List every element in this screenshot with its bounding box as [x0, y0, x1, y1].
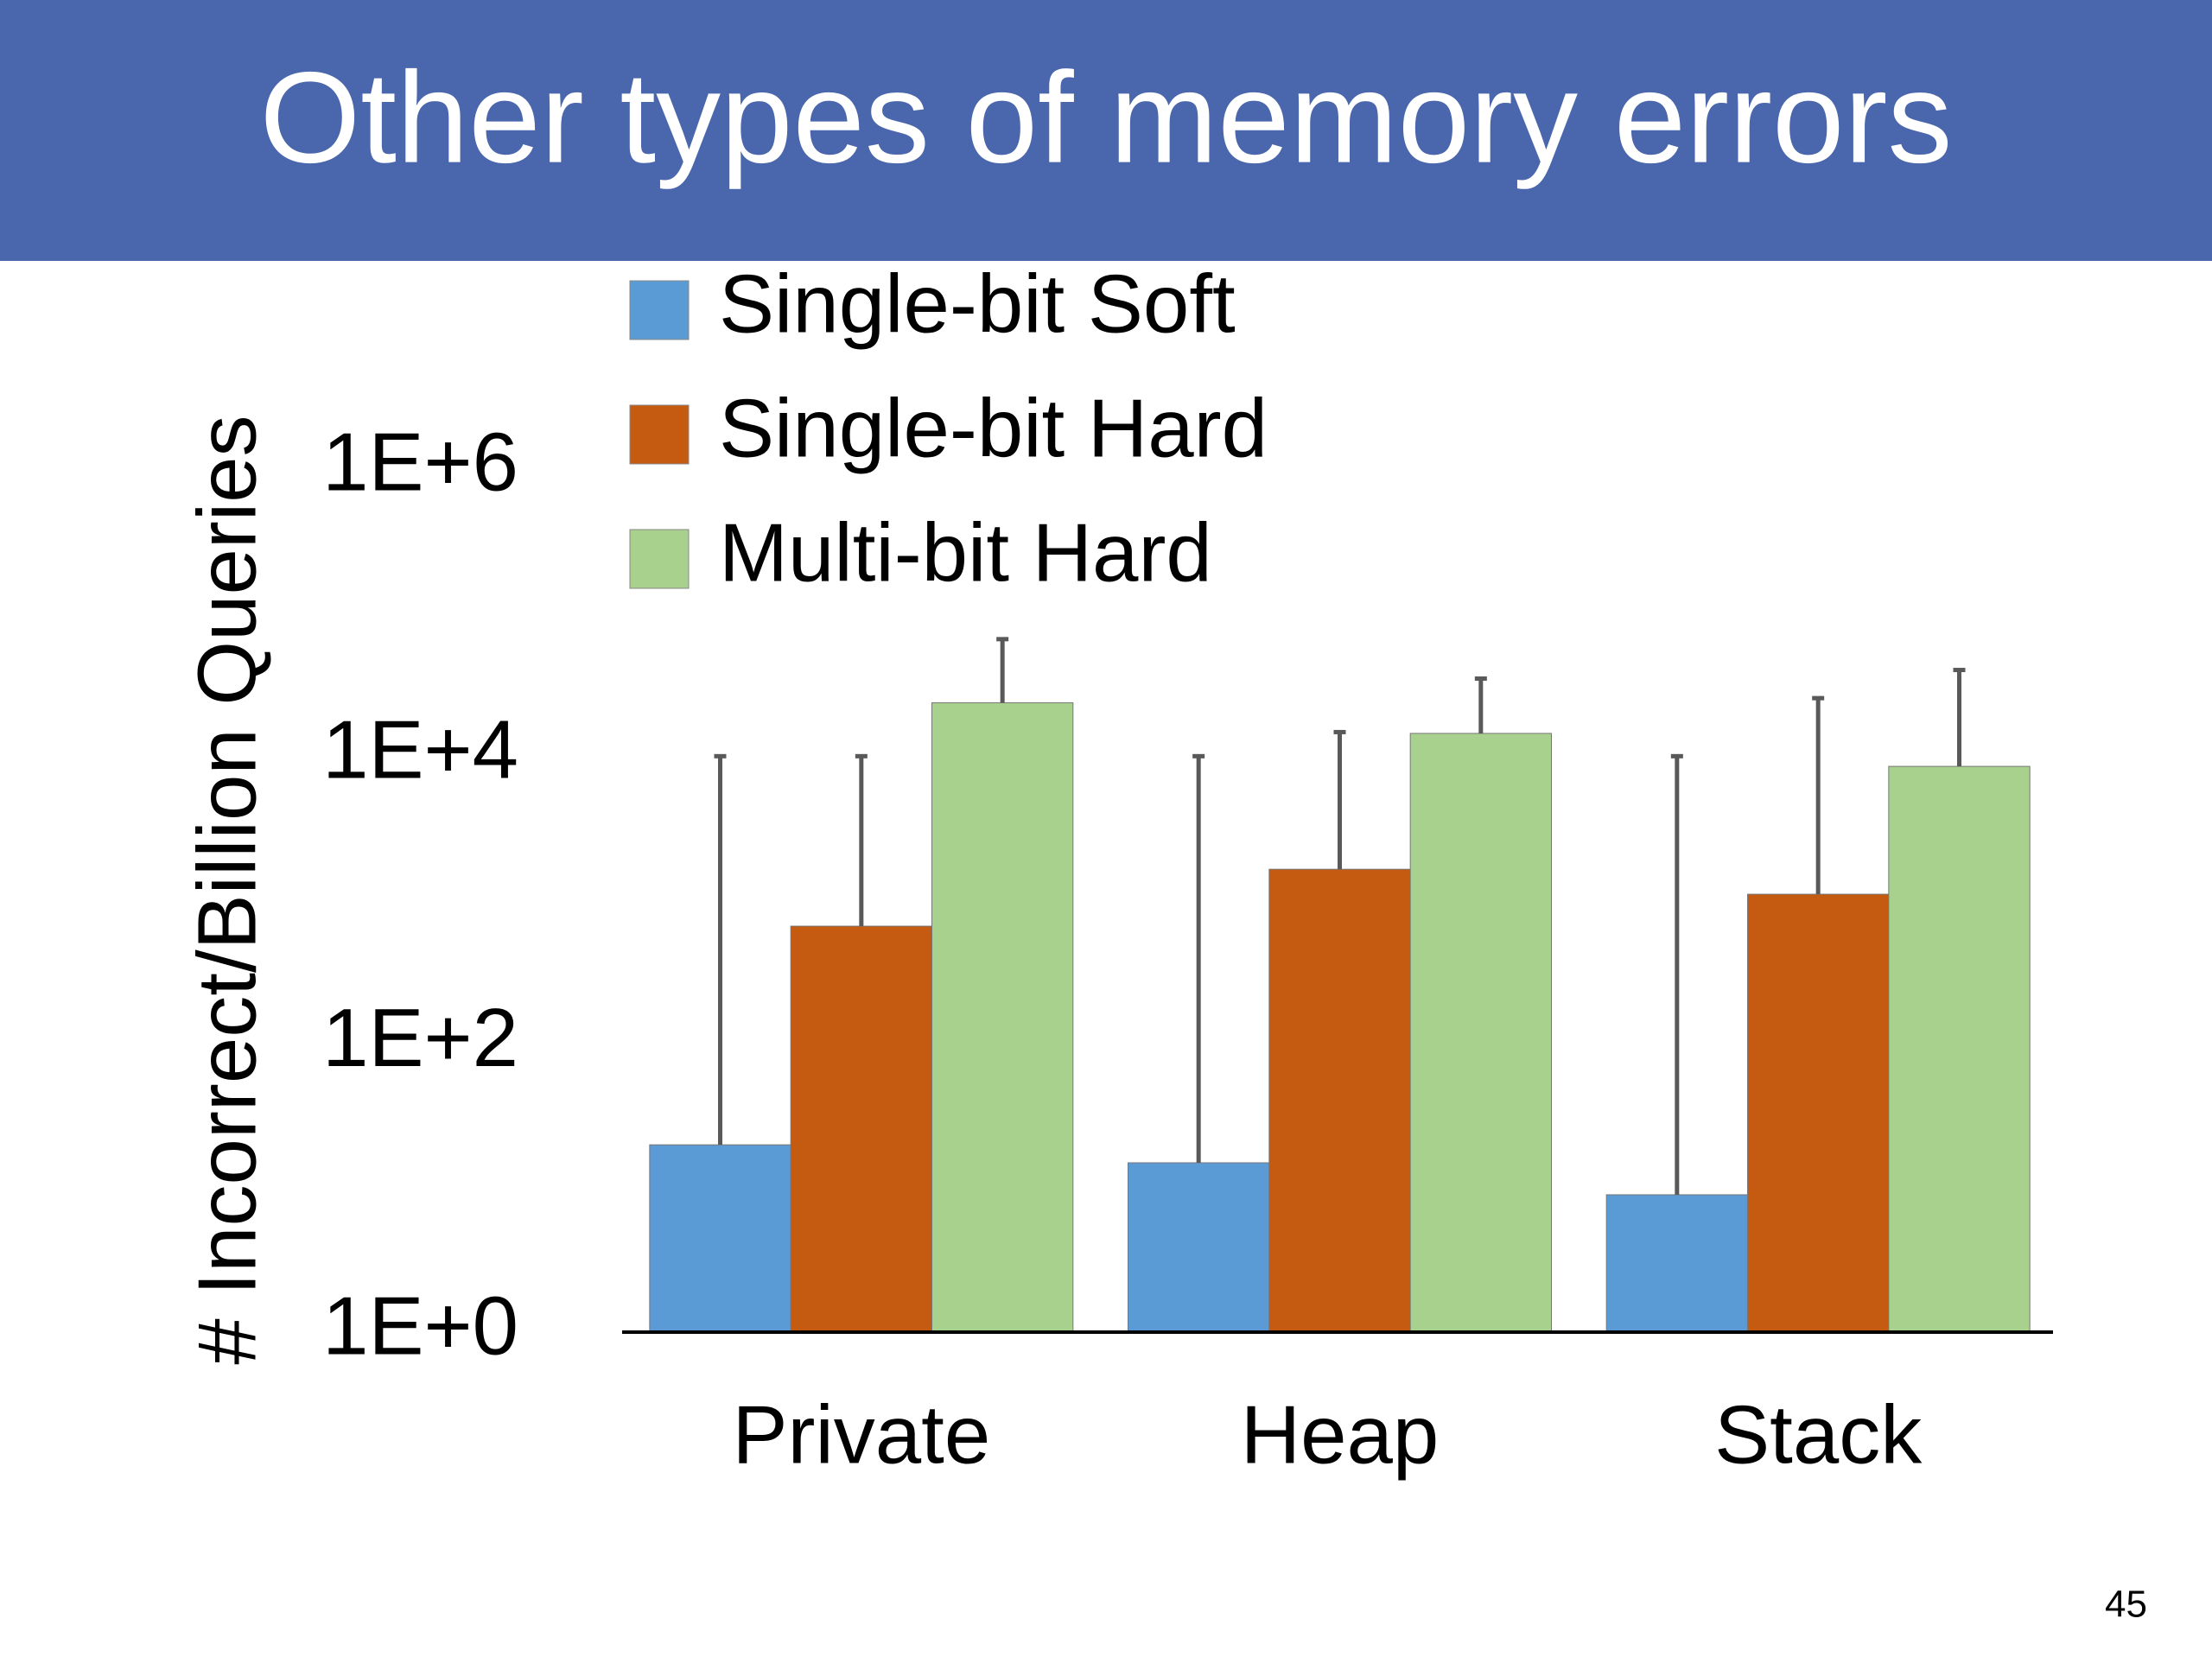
legend-swatch — [629, 529, 690, 589]
legend-label: Single-bit Soft — [719, 257, 1236, 350]
chart-title: Other types of memory errors — [260, 45, 1953, 190]
error-bar — [855, 753, 868, 927]
error-bar — [1192, 753, 1205, 1163]
bar — [1605, 1194, 1749, 1333]
legend-label: Single-bit Hard — [719, 382, 1268, 474]
bar — [1888, 765, 2031, 1333]
error-bar — [1953, 668, 1966, 767]
error-bar — [1670, 753, 1683, 1195]
error-bar — [996, 637, 1009, 703]
x-tick-label: Stack — [1714, 1388, 1923, 1481]
title-bar — [0, 0, 2212, 261]
error-bar — [1474, 676, 1487, 733]
error-bar — [1333, 729, 1346, 870]
legend-label: Multi-bit Hard — [719, 506, 1212, 599]
y-tick-label: 1E+0 — [322, 1279, 518, 1372]
page-number: 45 — [2105, 1584, 2147, 1626]
y-axis-title: # Incorrect/Billion Queries — [181, 415, 273, 1364]
x-tick-label: Heap — [1241, 1388, 1440, 1481]
x-tick-label: Private — [732, 1388, 990, 1481]
bar — [790, 925, 932, 1333]
error-bar — [1812, 695, 1825, 895]
bar — [1128, 1162, 1270, 1333]
y-tick-label: 1E+4 — [322, 704, 518, 797]
y-tick-label: 1E+6 — [322, 416, 518, 508]
error-bar — [714, 753, 727, 1146]
bar — [649, 1144, 791, 1333]
y-tick-label: 1E+2 — [322, 992, 518, 1084]
bar — [931, 701, 1074, 1333]
bar — [1747, 893, 1890, 1333]
legend-swatch — [629, 404, 690, 465]
legend-swatch — [629, 280, 690, 340]
bar — [1409, 733, 1552, 1333]
bar — [1268, 868, 1411, 1333]
